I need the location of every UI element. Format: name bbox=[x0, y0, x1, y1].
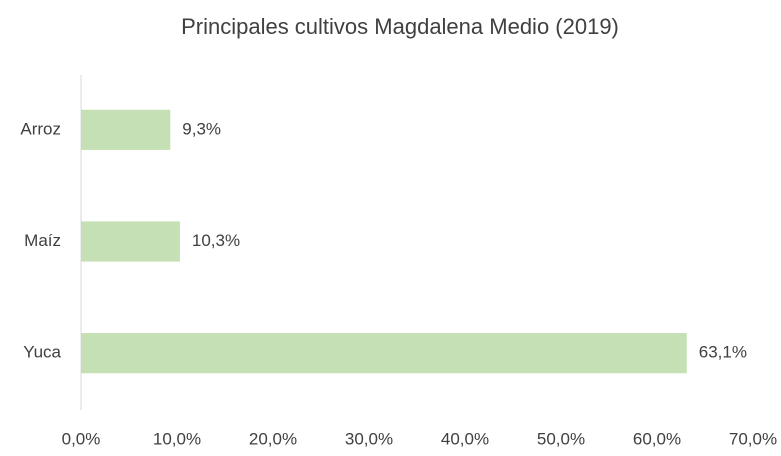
x-tick-label: 30,0% bbox=[345, 429, 393, 448]
x-tick-label: 20,0% bbox=[249, 429, 297, 448]
value-label: 10,3% bbox=[192, 231, 240, 250]
x-tick-label: 0,0% bbox=[62, 429, 101, 448]
x-tick-label: 40,0% bbox=[441, 429, 489, 448]
bar bbox=[81, 109, 171, 150]
x-tick-label: 50,0% bbox=[537, 429, 585, 448]
bar bbox=[81, 333, 687, 374]
x-tick-label: 70,0% bbox=[729, 429, 777, 448]
value-label: 63,1% bbox=[699, 343, 747, 362]
x-tick-label: 10,0% bbox=[153, 429, 201, 448]
chart-title: Principales cultivos Magdalena Medio (20… bbox=[181, 14, 619, 39]
y-tick-label: Yuca bbox=[23, 343, 61, 362]
x-tick-label: 60,0% bbox=[633, 429, 681, 448]
y-tick-label: Maíz bbox=[24, 231, 61, 250]
y-tick-label: Arroz bbox=[20, 119, 61, 138]
bar bbox=[81, 221, 180, 262]
value-label: 9,3% bbox=[182, 119, 221, 138]
